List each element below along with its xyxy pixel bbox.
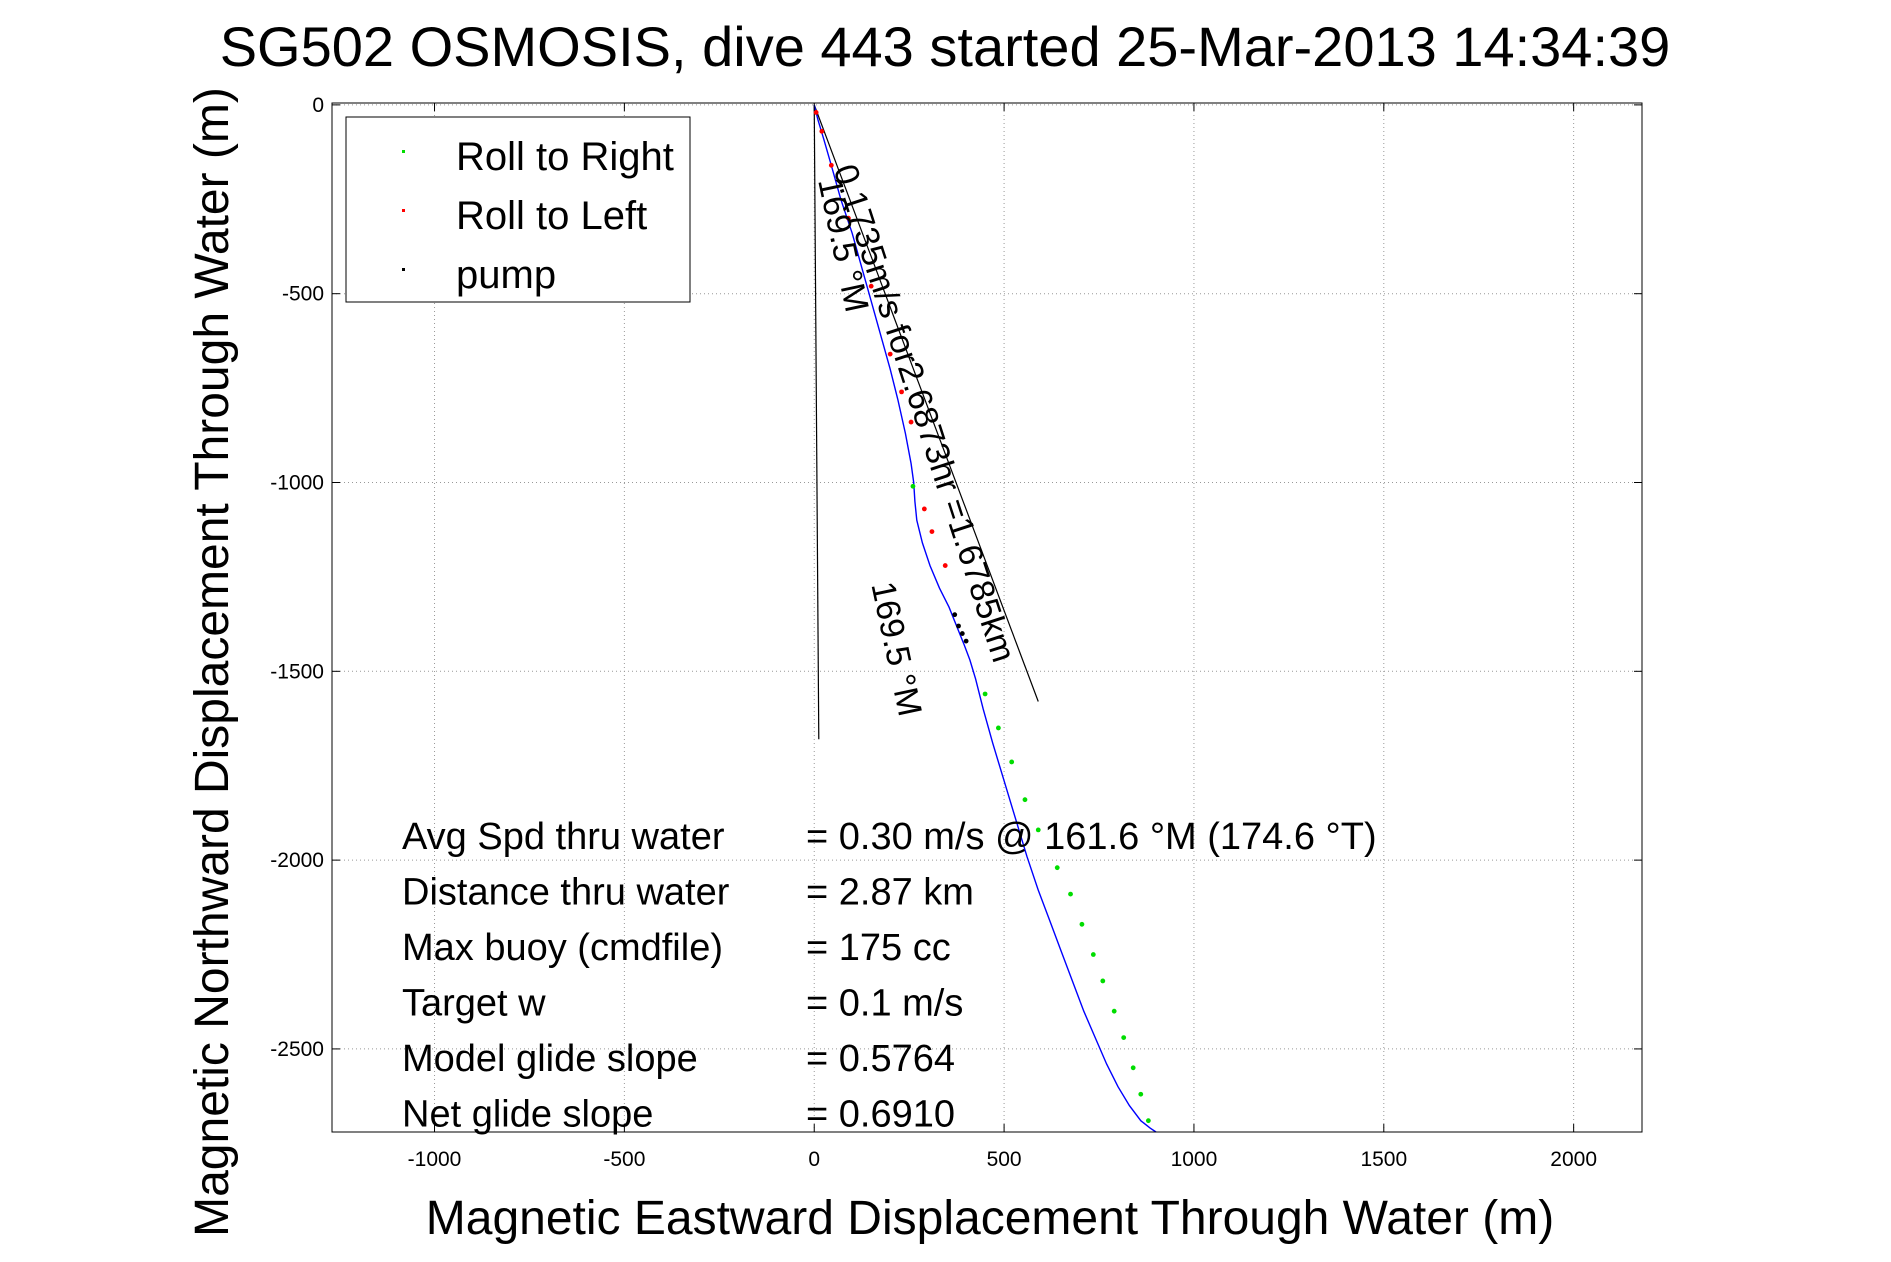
legend: Roll to Right Roll to Left pump [345, 116, 691, 303]
legend-marker-roll-left [402, 209, 405, 212]
y-tick-label: -2000 [270, 849, 324, 872]
stat-label: Model glide slope [402, 1038, 698, 1080]
reference-line [813, 104, 1039, 702]
y-tick-label: -2500 [270, 1038, 324, 1061]
series-layer [813, 104, 1157, 1133]
stat-value: = 0.1 m/s [806, 983, 963, 1025]
x-tick-label: -1000 [408, 1148, 462, 1171]
chart-title: SG502 OSMOSIS, dive 443 started 25-Mar-2… [220, 15, 1671, 78]
point-pump [963, 638, 969, 644]
y-tick-labels: 0 -500 -1000 -1500 -2000 -2500 [270, 94, 1642, 1061]
point-pump [952, 612, 958, 618]
stat-label: Net glide slope [402, 1094, 653, 1136]
point-roll-to-left [921, 506, 927, 512]
legend-label-roll-left: Roll to Left [456, 194, 647, 238]
y-tick-label: -1500 [270, 660, 324, 683]
stats-block: Avg Spd thru water = 0.30 m/s @ 161.6 °M … [402, 816, 1377, 1136]
y-tick-label: -500 [282, 283, 324, 306]
x-tick-label: 1000 [1171, 1148, 1218, 1171]
stat-value: = 175 cc [806, 927, 951, 969]
point-roll-to-left [846, 215, 851, 221]
stat-value: = 2.87 km [806, 872, 974, 914]
y-axis-label: Magnetic Northward Displacement Through … [186, 87, 239, 1237]
x-tick-label: 0 [808, 1148, 820, 1171]
point-roll-to-right [1079, 921, 1085, 927]
legend-label-roll-right: Roll to Right [456, 135, 674, 179]
point-roll-to-right [995, 725, 1001, 731]
x-axis-label: Magnetic Eastward Displacement Through W… [426, 1192, 1554, 1245]
stat-label: Avg Spd thru water [402, 816, 725, 858]
point-roll-to-right [1145, 1118, 1151, 1124]
point-roll-to-left [819, 128, 825, 134]
x-tick-label: -500 [603, 1148, 645, 1171]
stat-label: Max buoy (cmdfile) [402, 927, 723, 969]
point-roll-to-right [1138, 1091, 1144, 1097]
point-pump [956, 623, 961, 629]
point-roll-to-right [1111, 1008, 1117, 1014]
point-roll-to-right [1121, 1035, 1127, 1040]
point-roll-to-left [828, 162, 834, 168]
point-roll-to-right [1022, 797, 1028, 803]
point-roll-to-right [910, 483, 916, 489]
x-tick-labels: -1000 -500 0 500 1000 1500 2000 [408, 103, 1597, 1171]
point-roll-to-right [1054, 865, 1060, 871]
plot-frame [331, 102, 1643, 1133]
reference-lines [813, 104, 1039, 740]
point-roll-to-right [1100, 978, 1106, 984]
point-pump [959, 631, 965, 636]
point-roll-to-left [908, 419, 914, 425]
stat-value: = 0.30 m/s @ 161.6 °M (174.6 °T) [806, 816, 1377, 858]
point-roll-to-right [1035, 827, 1041, 833]
point-roll-to-left [868, 283, 874, 289]
point-roll-to-right [1130, 1065, 1136, 1071]
point-roll-to-right [1009, 759, 1015, 765]
x-tick-label: 500 [987, 1148, 1022, 1171]
point-roll-to-right [982, 691, 988, 697]
point-roll-to-left [887, 351, 893, 357]
point-roll-to-left [813, 110, 819, 115]
stat-value: = 0.6910 [806, 1094, 955, 1136]
y-tick-label: -1000 [270, 472, 324, 495]
point-roll-to-left [929, 529, 935, 534]
y-tick-label: 0 [312, 94, 324, 117]
legend-marker-pump [402, 268, 405, 271]
x-tick-label: 2000 [1550, 1148, 1597, 1171]
point-roll-to-left [899, 389, 904, 395]
legend-label-pump: pump [456, 253, 556, 297]
point-roll-to-left [942, 563, 948, 568]
point-roll-to-right [1068, 891, 1073, 897]
reference-line [813, 104, 820, 740]
point-roll-to-right [1090, 952, 1096, 957]
stat-label: Target w [402, 983, 546, 1025]
legend-marker-roll-right [402, 150, 405, 153]
x-tick-label: 1500 [1360, 1148, 1407, 1171]
stat-value: = 0.5764 [806, 1038, 955, 1080]
stat-label: Distance thru water [402, 872, 730, 914]
